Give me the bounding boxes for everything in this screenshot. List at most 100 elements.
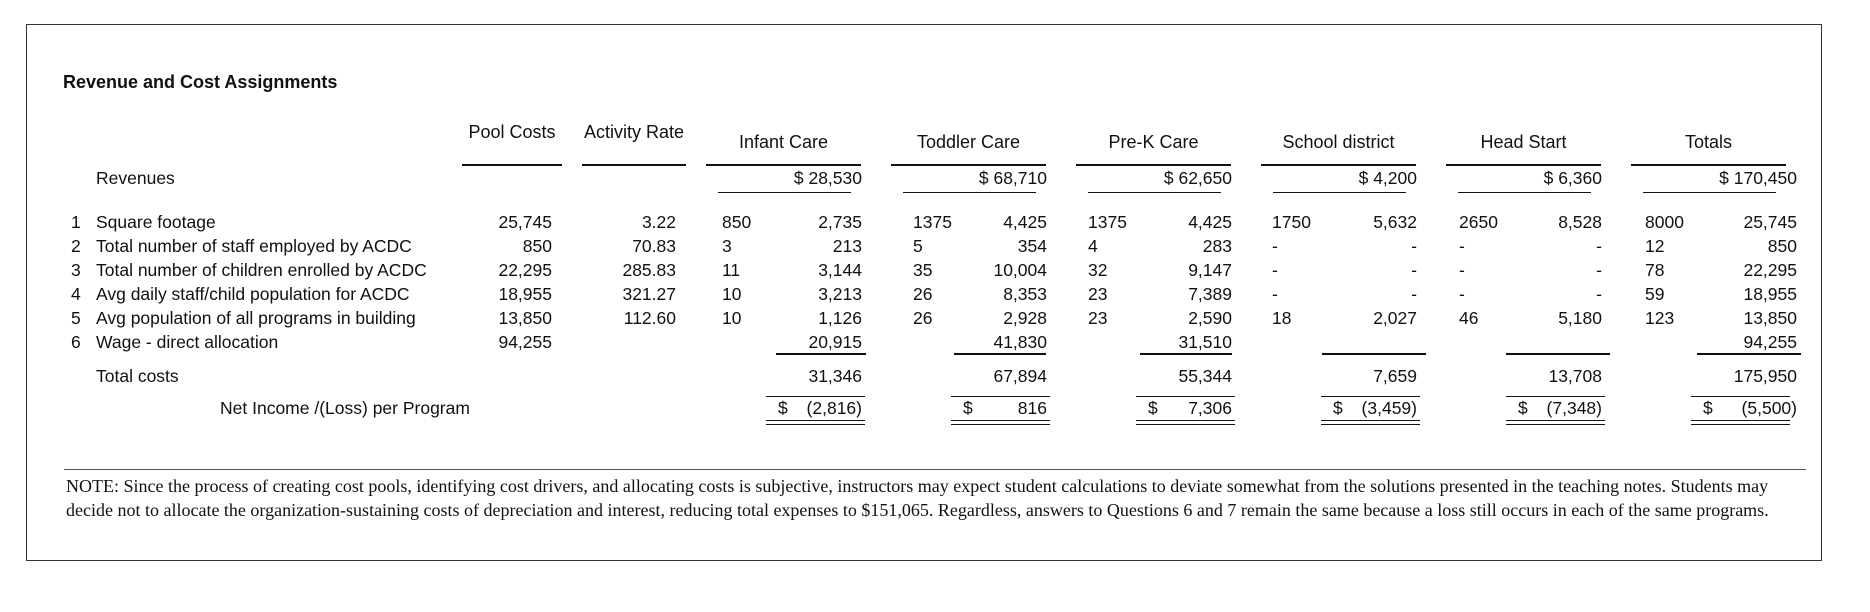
allocated-cost: 283 [1202, 236, 1232, 256]
rule-line [951, 420, 1050, 421]
rule-line [1136, 420, 1235, 421]
driver-value: 23 [1088, 308, 1108, 328]
rule-line [766, 424, 865, 425]
allocated-cost: 850 [1767, 236, 1797, 256]
rule-line [1076, 164, 1231, 166]
row-label: Total number of children enrolled by ACD… [96, 260, 427, 280]
driver-value: - [1272, 260, 1278, 280]
rule-line [766, 396, 865, 397]
allocated-cost: 8,353 [1003, 284, 1047, 304]
allocated-cost: 18,955 [1743, 284, 1797, 304]
allocated-cost: 20,915 [808, 332, 862, 352]
allocated-cost: - [1596, 284, 1602, 304]
driver-value: 850 [722, 212, 752, 232]
driver-value: 59 [1645, 284, 1665, 304]
driver-value: 12 [1645, 236, 1665, 256]
row-label: Total number of staff employed by ACDC [96, 236, 412, 256]
row-number: 3 [71, 260, 81, 280]
rule-line [1631, 164, 1786, 166]
pool-cost: 850 [522, 236, 552, 256]
pool-cost: 25,745 [498, 212, 552, 232]
rule-line [1506, 424, 1605, 425]
rule-line [1140, 353, 1232, 355]
pool-cost: 94,255 [498, 332, 552, 352]
driver-value: - [1459, 284, 1465, 304]
driver-value: 46 [1459, 308, 1479, 328]
header-activity-rate: Activity Rate [583, 122, 685, 142]
total-cost-value: 55,344 [1178, 366, 1232, 386]
rule-line [766, 420, 865, 421]
driver-value: 78 [1645, 260, 1665, 280]
header-program: Toddler Care [916, 132, 1021, 152]
row-number: 4 [71, 284, 81, 304]
driver-value: 26 [913, 284, 933, 304]
driver-value: 3 [722, 236, 732, 256]
allocated-cost: - [1596, 236, 1602, 256]
net-income-value: (2,816) [806, 398, 862, 418]
rule-line [1273, 192, 1406, 193]
row-label: Wage - direct allocation [96, 332, 279, 352]
rule-line [1321, 420, 1420, 421]
header-program: Infant Care [738, 132, 829, 152]
rule-line [1088, 192, 1221, 193]
header-underline [462, 164, 562, 166]
allocated-cost: 10,004 [993, 260, 1047, 280]
currency-symbol: $ [778, 398, 788, 418]
allocated-cost: 354 [1017, 236, 1047, 256]
net-income-value: (5,500) [1741, 398, 1797, 418]
revenue-value: $ 68,710 [978, 168, 1047, 188]
allocated-cost: 3,144 [818, 260, 862, 280]
currency-symbol: $ [963, 398, 973, 418]
allocated-cost: 2,590 [1188, 308, 1232, 328]
table-title: Revenue and Cost Assignments [63, 72, 338, 92]
row-number: 2 [71, 236, 81, 256]
rule-line [891, 164, 1046, 166]
allocated-cost: 31,510 [1178, 332, 1232, 352]
rule-line [706, 164, 861, 166]
driver-value: - [1459, 236, 1465, 256]
total-cost-value: 13,708 [1548, 366, 1602, 386]
pool-cost: 18,955 [498, 284, 552, 304]
driver-value: 11 [722, 260, 741, 280]
rule-line [903, 192, 1036, 193]
net-income-value: (7,348) [1546, 398, 1602, 418]
allocated-cost: 2,027 [1373, 308, 1417, 328]
allocated-cost: - [1411, 284, 1417, 304]
row-label: Avg population of all programs in buildi… [96, 308, 416, 328]
rule-line [1322, 353, 1426, 355]
rule-line [718, 192, 851, 193]
allocated-cost: 25,745 [1743, 212, 1797, 232]
driver-value: 1750 [1272, 212, 1311, 232]
rule-line [1691, 420, 1790, 421]
row-number: 5 [71, 308, 81, 328]
rule-line [776, 353, 866, 355]
header-program: Totals [1684, 132, 1733, 152]
driver-value: 123 [1645, 308, 1675, 328]
driver-value: 23 [1088, 284, 1108, 304]
driver-value: - [1272, 284, 1278, 304]
driver-value: 35 [913, 260, 933, 280]
allocated-cost: 13,850 [1743, 308, 1797, 328]
rule-line [1136, 424, 1235, 425]
allocated-cost: 94,255 [1743, 332, 1797, 352]
allocated-cost: 8,528 [1558, 212, 1602, 232]
header-program: Pre-K Care [1108, 132, 1199, 152]
driver-value: 8000 [1645, 212, 1684, 232]
rule-line [1446, 164, 1601, 166]
rule-line [1136, 396, 1235, 397]
net-income-label: Net Income /(Loss) per Program [220, 398, 470, 418]
rule-line [1261, 164, 1416, 166]
pool-cost: 13,850 [498, 308, 552, 328]
allocated-cost: - [1411, 260, 1417, 280]
allocated-cost: 7,389 [1188, 284, 1232, 304]
activity-rate: 70.83 [632, 236, 676, 256]
rule-line [1691, 396, 1790, 397]
rule-line [1506, 396, 1605, 397]
allocated-cost: 4,425 [1003, 212, 1047, 232]
rule-line [1643, 192, 1776, 193]
driver-value: 2650 [1459, 212, 1498, 232]
header-pool-costs: Pool Costs [468, 122, 556, 142]
rule-line [1691, 424, 1790, 425]
revenue-value: $ 4,200 [1358, 168, 1417, 188]
note-divider [64, 469, 1806, 470]
